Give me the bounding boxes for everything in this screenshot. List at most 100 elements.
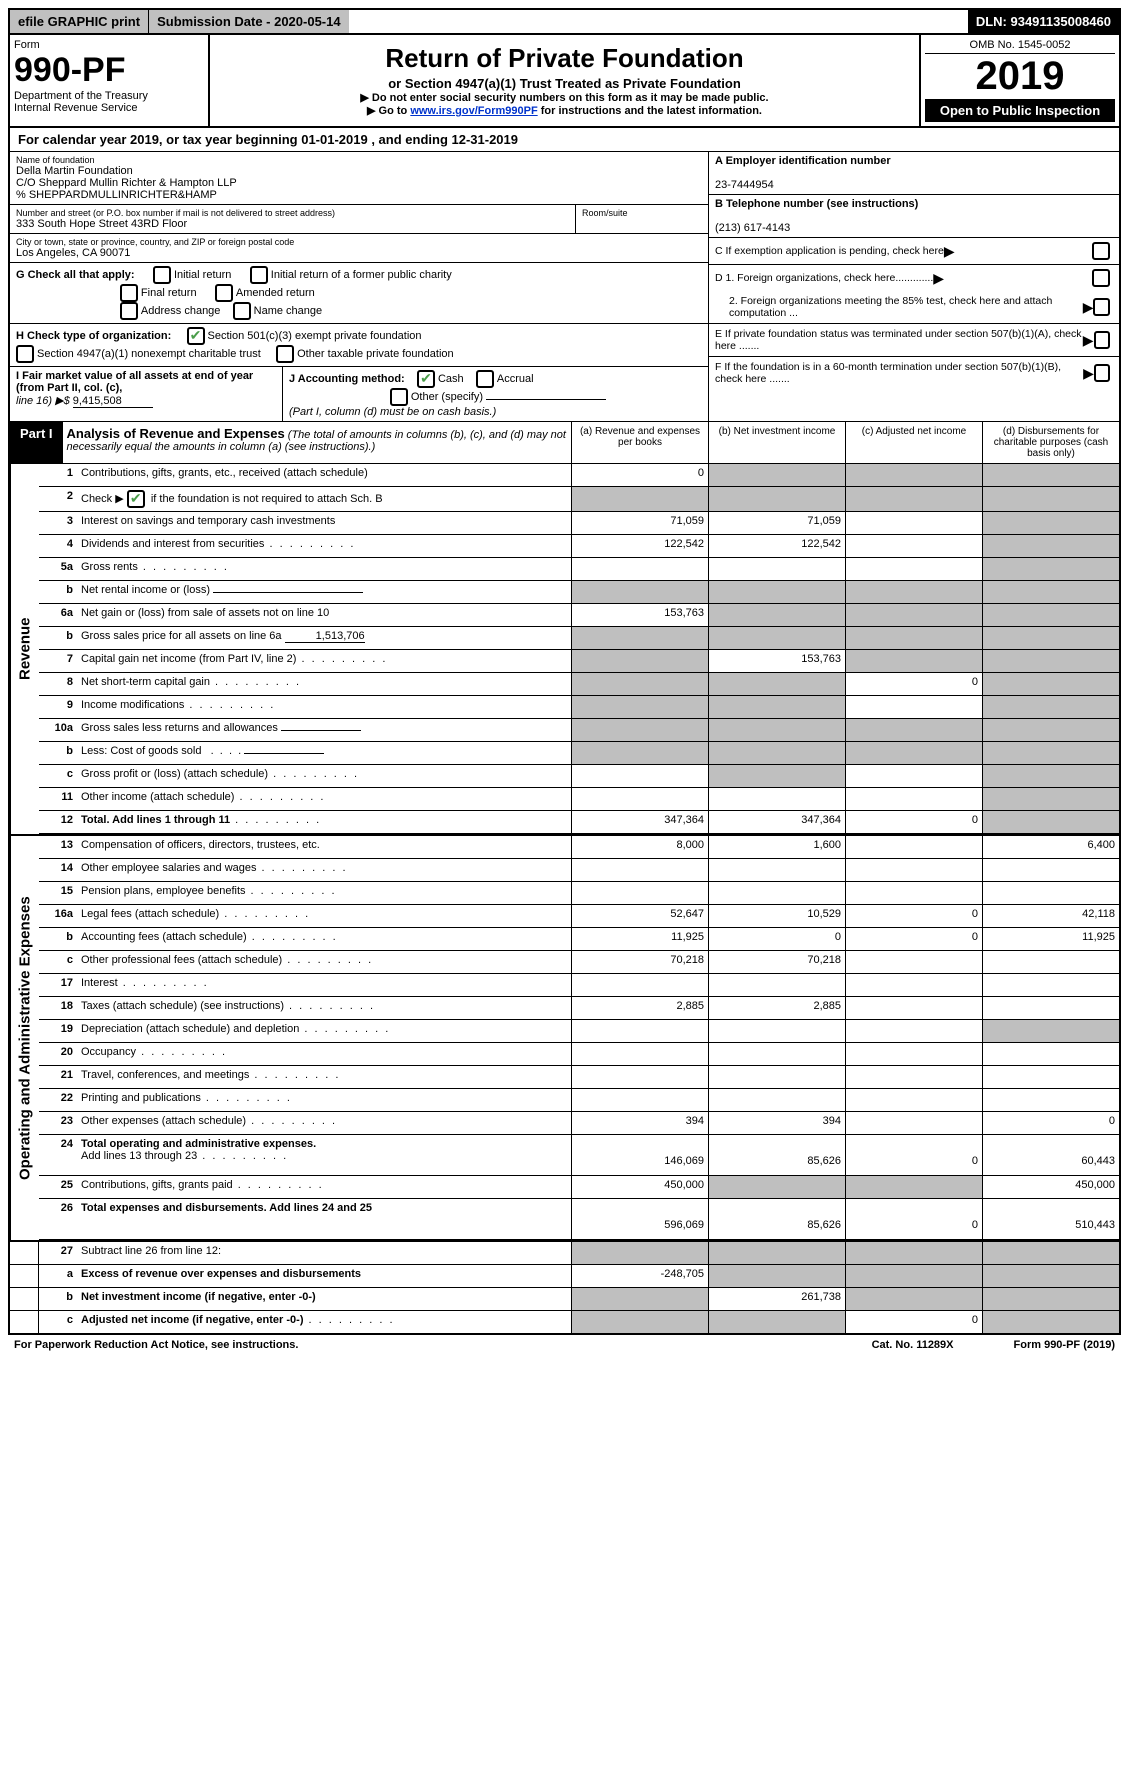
c-checkbox[interactable] xyxy=(1092,242,1110,260)
val-a xyxy=(571,1066,708,1088)
line-num: 23 xyxy=(39,1112,77,1134)
part1-title-wrap: Part I Analysis of Revenue and Expenses … xyxy=(10,422,571,463)
open-inspection: Open to Public Inspection xyxy=(925,99,1115,122)
dots-icon xyxy=(296,653,387,665)
line-num: 21 xyxy=(39,1066,77,1088)
form-number: 990-PF xyxy=(14,51,204,90)
row-5a: 5a Gross rents xyxy=(39,558,1119,581)
g-label: G Check all that apply: xyxy=(16,269,135,281)
name-change-checkbox[interactable] xyxy=(233,302,251,320)
initial-checkbox[interactable] xyxy=(153,266,171,284)
irs-label: Internal Revenue Service xyxy=(14,102,204,114)
cash-checkbox[interactable]: ✔ xyxy=(417,370,435,388)
val-d: 450,000 xyxy=(982,1176,1119,1198)
line-desc: Gross sales less returns and allowances xyxy=(77,719,571,741)
val-b: 347,364 xyxy=(708,811,845,833)
dots-icon xyxy=(249,1069,340,1081)
expenses-section: Operating and Administrative Expenses 13… xyxy=(10,834,1119,1240)
line-num: b xyxy=(39,1288,77,1310)
desc-text: Other professional fees (attach schedule… xyxy=(81,954,282,966)
val-d xyxy=(982,765,1119,787)
4947-checkbox[interactable] xyxy=(16,345,34,363)
val-c xyxy=(845,951,982,973)
val-c xyxy=(845,1066,982,1088)
line-num: 3 xyxy=(39,512,77,534)
line-num: 1 xyxy=(39,464,77,486)
blank-line xyxy=(244,753,324,754)
desc-text: Interest xyxy=(81,977,118,989)
line-num: 16a xyxy=(39,905,77,927)
val-b xyxy=(708,765,845,787)
dots-icon xyxy=(233,1179,324,1191)
top-bar: efile GRAPHIC print Submission Date - 20… xyxy=(10,10,1119,35)
line-desc: Capital gain net income (from Part IV, l… xyxy=(77,650,571,672)
val-d xyxy=(982,788,1119,810)
dots-icon xyxy=(234,791,325,803)
row-27a: a Excess of revenue over expenses and di… xyxy=(10,1265,1119,1288)
row-17: 17 Interest xyxy=(39,974,1119,997)
accrual-checkbox[interactable] xyxy=(476,370,494,388)
d1-checkbox[interactable] xyxy=(1092,269,1110,287)
val-b xyxy=(708,487,845,511)
val-c xyxy=(845,696,982,718)
address-row: Number and street (or P.O. box number if… xyxy=(10,205,708,234)
final-checkbox[interactable] xyxy=(120,284,138,302)
f-label: F If the foundation is in a 60-month ter… xyxy=(715,361,1083,385)
val-a: 450,000 xyxy=(571,1176,708,1198)
val-a: 596,069 xyxy=(571,1199,708,1239)
amended-checkbox[interactable] xyxy=(215,284,233,302)
expenses-body: 13 Compensation of officers, directors, … xyxy=(39,836,1119,1240)
final-label: Final return xyxy=(141,287,197,299)
val-b: 153,763 xyxy=(708,650,845,672)
irs-link[interactable]: www.irs.gov/Form990PF xyxy=(410,105,537,117)
row-15: 15 Pension plans, employee benefits xyxy=(39,882,1119,905)
other-tax-checkbox[interactable] xyxy=(276,345,294,363)
desc-text: Occupancy xyxy=(81,1046,136,1058)
val-b xyxy=(708,1176,845,1198)
501c3-label: Section 501(c)(3) exempt private foundat… xyxy=(208,330,422,342)
e-checkbox[interactable] xyxy=(1094,331,1110,349)
revenue-side-label: Revenue xyxy=(10,464,39,834)
other-acct-checkbox[interactable] xyxy=(390,388,408,406)
val-c: 0 xyxy=(845,811,982,833)
val-a: 146,069 xyxy=(571,1135,708,1175)
val-a xyxy=(571,558,708,580)
addr-change-checkbox[interactable] xyxy=(120,302,138,320)
val-d xyxy=(982,673,1119,695)
name-label: Name of foundation xyxy=(16,155,702,165)
d2-checkbox[interactable] xyxy=(1093,298,1110,316)
line-num: c xyxy=(39,765,77,787)
sch-b-checkbox[interactable]: ✔ xyxy=(127,490,145,508)
val-c: 0 xyxy=(845,673,982,695)
efile-button[interactable]: efile GRAPHIC print xyxy=(10,10,149,33)
foundation-co: C/O Sheppard Mullin Richter & Hampton LL… xyxy=(16,177,702,189)
501c3-checkbox[interactable]: ✔ xyxy=(187,327,205,345)
val-c xyxy=(845,581,982,603)
initial-former-checkbox[interactable] xyxy=(250,266,268,284)
f-checkbox[interactable] xyxy=(1094,364,1110,382)
val-b xyxy=(708,1043,845,1065)
dln-label: DLN: 93491135008460 xyxy=(968,10,1119,33)
val-c xyxy=(845,558,982,580)
val-a xyxy=(571,882,708,904)
row-9: 9 Income modifications xyxy=(39,696,1119,719)
part1-header-row: Part I Analysis of Revenue and Expenses … xyxy=(10,422,1119,464)
line-desc: Interest on savings and temporary cash i… xyxy=(77,512,571,534)
val-b xyxy=(708,581,845,603)
part1-label: Part I xyxy=(10,422,63,463)
val-b: 85,626 xyxy=(708,1135,845,1175)
val-c xyxy=(845,719,982,741)
row-3: 3 Interest on savings and temporary cash… xyxy=(39,512,1119,535)
phone-value: (213) 617-4143 xyxy=(715,222,790,234)
dots-icon xyxy=(247,931,338,943)
desc-text: Dividends and interest from securities xyxy=(81,538,264,550)
val-a xyxy=(571,1089,708,1111)
line-desc: Compensation of officers, directors, tru… xyxy=(77,836,571,858)
initial-former-label: Initial return of a former public charit… xyxy=(271,269,452,281)
line-desc: Depreciation (attach schedule) and deple… xyxy=(77,1020,571,1042)
4947-label: Section 4947(a)(1) nonexempt charitable … xyxy=(37,348,261,360)
row-2: 2 Check ▶ ✔ if the foundation is not req… xyxy=(39,487,1119,512)
val-d xyxy=(982,650,1119,672)
line-desc: Adjusted net income (if negative, enter … xyxy=(77,1311,571,1333)
line-desc: Dividends and interest from securities xyxy=(77,535,571,557)
